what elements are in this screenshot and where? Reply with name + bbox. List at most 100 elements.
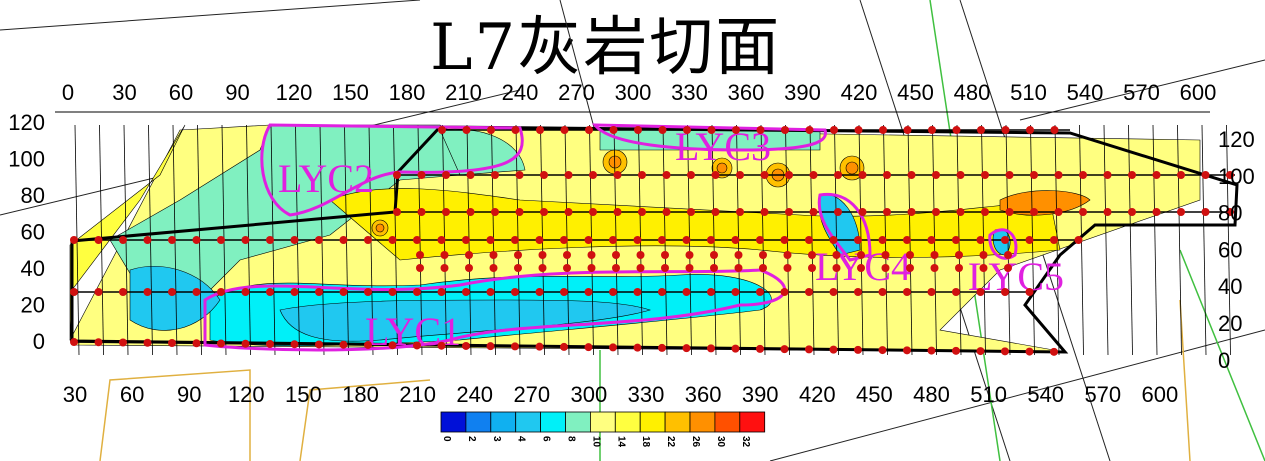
survey-point bbox=[192, 339, 201, 348]
survey-point bbox=[658, 343, 666, 352]
survey-point bbox=[883, 208, 891, 216]
survey-point bbox=[437, 236, 446, 244]
survey-point bbox=[440, 251, 449, 259]
survey-point bbox=[511, 288, 519, 296]
legend-swatch bbox=[515, 411, 542, 433]
right-tick-label: 100 bbox=[1218, 164, 1255, 189]
survey-point bbox=[462, 126, 471, 134]
survey-point bbox=[780, 345, 789, 354]
survey-point bbox=[1050, 236, 1058, 244]
survey-point bbox=[563, 264, 571, 272]
survey-point bbox=[609, 236, 617, 244]
survey-point bbox=[1201, 208, 1210, 216]
survey-point bbox=[290, 288, 299, 296]
profile-line bbox=[1226, 124, 1231, 356]
survey-point bbox=[857, 264, 865, 272]
survey-point bbox=[881, 264, 890, 272]
survey-point bbox=[927, 288, 936, 296]
bottom-tick-label: 180 bbox=[342, 382, 379, 407]
survey-point bbox=[192, 236, 201, 244]
zone-lyc4-outline bbox=[817, 192, 872, 262]
survey-point bbox=[661, 251, 669, 259]
survey-point bbox=[685, 264, 694, 272]
survey-point bbox=[584, 343, 593, 352]
bottom-tick-label: 30 bbox=[63, 382, 87, 407]
bottom-tick-label: 360 bbox=[685, 382, 722, 407]
survey-point bbox=[1177, 171, 1185, 179]
survey-point bbox=[633, 236, 642, 244]
top-tick-label: 420 bbox=[841, 80, 878, 105]
bottom-tick-label: 330 bbox=[628, 382, 665, 407]
legend-label: 30 bbox=[715, 436, 726, 448]
survey-point bbox=[585, 126, 593, 134]
survey-point bbox=[70, 236, 78, 244]
zone-label: LYC3 bbox=[675, 124, 771, 169]
survey-point bbox=[536, 126, 544, 134]
survey-point bbox=[829, 236, 838, 244]
survey-point bbox=[805, 288, 813, 296]
survey-point bbox=[1103, 208, 1112, 216]
survey-point bbox=[168, 339, 176, 347]
survey-point bbox=[883, 171, 891, 179]
survey-point bbox=[976, 288, 985, 296]
legend-swatch bbox=[565, 411, 591, 433]
survey-point bbox=[858, 171, 867, 179]
survey-point bbox=[878, 346, 887, 355]
survey-point bbox=[462, 288, 470, 296]
zone-label: LYC2 bbox=[278, 156, 374, 201]
survey-point bbox=[783, 264, 792, 272]
survey-point bbox=[315, 340, 323, 349]
survey-point bbox=[1226, 171, 1234, 179]
survey-point bbox=[217, 236, 225, 244]
survey-point bbox=[760, 208, 769, 216]
survey-point bbox=[834, 171, 842, 179]
right-tick-label: 80 bbox=[1218, 201, 1242, 226]
zone-label: LYC1 bbox=[365, 309, 461, 354]
survey-point bbox=[756, 236, 764, 244]
bottom-tick-label: 450 bbox=[856, 382, 893, 407]
survey-point bbox=[535, 342, 544, 351]
survey-point bbox=[465, 264, 473, 272]
survey-point bbox=[564, 171, 573, 179]
survey-point bbox=[878, 236, 887, 244]
survey-point bbox=[805, 345, 813, 354]
survey-point bbox=[903, 236, 911, 244]
bottom-tick-label: 540 bbox=[1027, 382, 1064, 407]
survey-point bbox=[437, 288, 446, 296]
survey-point bbox=[805, 126, 814, 134]
legend-label: 26 bbox=[690, 436, 701, 448]
contour-peak bbox=[716, 162, 728, 174]
survey-point bbox=[1152, 208, 1161, 216]
survey-point bbox=[930, 264, 939, 272]
survey-point bbox=[613, 208, 622, 216]
survey-point bbox=[927, 346, 936, 355]
survey-point bbox=[388, 236, 397, 244]
legend-label: 8 bbox=[566, 436, 577, 442]
survey-point bbox=[658, 236, 666, 244]
top-tick-label: 0 bbox=[62, 80, 74, 105]
survey-point bbox=[832, 251, 841, 259]
survey-point bbox=[1128, 171, 1136, 179]
survey-point bbox=[685, 251, 694, 259]
survey-point bbox=[785, 208, 793, 216]
survey-point bbox=[687, 171, 695, 179]
legend-swatch bbox=[639, 411, 666, 433]
legend-swatch bbox=[440, 411, 467, 433]
survey-point bbox=[168, 236, 176, 244]
legend-swatch bbox=[540, 411, 566, 433]
bottom-tick-label: 120 bbox=[228, 382, 265, 407]
legend-label: 4 bbox=[516, 436, 527, 442]
survey-point bbox=[907, 171, 916, 179]
survey-point bbox=[857, 251, 865, 259]
survey-point bbox=[731, 236, 740, 244]
axes: 0 30 60 90 120 150 180 210 240 270 300 330 360 390 420… bbox=[8, 80, 1254, 407]
legend-swatch bbox=[465, 411, 492, 433]
survey-point bbox=[540, 171, 548, 179]
map-title: L7灰岩切面 bbox=[430, 11, 782, 85]
top-tick-label: 360 bbox=[728, 80, 765, 105]
survey-point bbox=[1004, 251, 1012, 259]
right-tick-label: 20 bbox=[1218, 311, 1242, 336]
survey-point bbox=[1079, 208, 1087, 216]
survey-point bbox=[932, 208, 940, 216]
survey-point bbox=[1054, 171, 1063, 179]
